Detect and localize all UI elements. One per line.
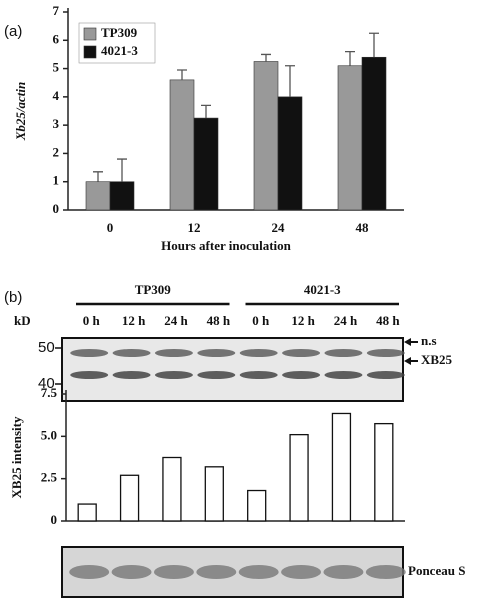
panel-label: (a) bbox=[4, 23, 22, 40]
blot-band bbox=[70, 371, 109, 379]
blot-band bbox=[324, 349, 363, 357]
marker-label: 50 bbox=[38, 339, 55, 356]
bar bbox=[361, 56, 387, 211]
bar bbox=[77, 503, 97, 522]
blot-band bbox=[366, 371, 405, 379]
stain-band bbox=[69, 565, 110, 579]
stain-band bbox=[323, 565, 364, 579]
lane-label: 48 h bbox=[207, 313, 231, 328]
bar bbox=[119, 474, 140, 522]
bar bbox=[109, 181, 135, 211]
error-bar bbox=[345, 50, 355, 66]
bar bbox=[331, 412, 352, 522]
stain-band bbox=[365, 565, 406, 579]
lane-label: 0 h bbox=[83, 313, 101, 328]
y-tick-label: 4 bbox=[53, 88, 60, 103]
lane-label: 0 h bbox=[252, 313, 270, 328]
error-bar bbox=[285, 65, 295, 97]
error-bar bbox=[93, 171, 103, 182]
blot-band bbox=[197, 349, 236, 357]
lane-label: 24 h bbox=[334, 313, 358, 328]
bar bbox=[374, 422, 394, 522]
lane-label: 12 h bbox=[291, 313, 315, 328]
blot-band bbox=[239, 371, 278, 379]
blot-band bbox=[324, 371, 363, 379]
bar bbox=[289, 433, 309, 522]
group-label: TP309 bbox=[135, 282, 172, 297]
blot-band bbox=[366, 349, 405, 357]
legend-label: 4021-3 bbox=[101, 43, 138, 58]
western-blot bbox=[61, 337, 404, 402]
bar bbox=[253, 61, 279, 211]
y-tick-label: 6 bbox=[53, 31, 60, 46]
error-bar bbox=[261, 53, 271, 62]
y-tick-label: 3 bbox=[53, 116, 60, 131]
blot-band bbox=[282, 349, 321, 357]
blot-band bbox=[154, 349, 193, 357]
band-arrow-head bbox=[404, 357, 411, 365]
y-axis-label: Xb25/actin bbox=[13, 82, 28, 142]
kd-label: kD bbox=[14, 313, 31, 328]
group-label: 4021-3 bbox=[304, 282, 341, 297]
blot-band bbox=[154, 371, 193, 379]
bar bbox=[247, 489, 267, 522]
band-label: n.s bbox=[421, 333, 437, 348]
y-tick-label: 7.5 bbox=[41, 385, 58, 400]
x-tick-label: 0 bbox=[107, 220, 114, 235]
x-axis-label: Hours after inoculation bbox=[161, 238, 292, 253]
lane-label: 24 h bbox=[164, 313, 188, 328]
bar bbox=[204, 466, 224, 522]
y-tick-label: 0 bbox=[51, 512, 58, 527]
error-bar bbox=[369, 32, 379, 58]
legend-label: TP309 bbox=[101, 25, 138, 40]
stain-label: Ponceau S bbox=[408, 563, 465, 578]
bar bbox=[337, 65, 363, 211]
stain-band bbox=[238, 565, 279, 579]
stain-band bbox=[196, 565, 237, 579]
y-tick-label: 1 bbox=[53, 173, 60, 188]
bar bbox=[169, 79, 195, 211]
panel-label: (b) bbox=[4, 289, 22, 306]
bar bbox=[193, 117, 219, 211]
y-tick-label: 7 bbox=[53, 3, 60, 18]
lane-label: 48 h bbox=[376, 313, 400, 328]
stain-band bbox=[111, 565, 152, 579]
stain-band bbox=[281, 565, 322, 579]
stain-band bbox=[153, 565, 194, 579]
bar bbox=[162, 456, 182, 522]
y-tick-label: 0 bbox=[53, 201, 60, 216]
x-tick-label: 12 bbox=[188, 220, 201, 235]
y-tick-label: 5 bbox=[53, 60, 60, 75]
y-tick-label: 5.0 bbox=[41, 427, 57, 442]
error-bar bbox=[117, 158, 127, 182]
legend-swatch bbox=[83, 27, 97, 41]
y-tick-label: 2.5 bbox=[41, 470, 58, 485]
marker-label: 40 bbox=[38, 375, 55, 392]
blot-band bbox=[112, 371, 151, 379]
legend-swatch bbox=[83, 45, 97, 59]
bar bbox=[85, 181, 111, 211]
bar bbox=[277, 96, 303, 211]
blot-band bbox=[282, 371, 321, 379]
blot-band bbox=[197, 371, 236, 379]
band-arrow-head bbox=[404, 338, 411, 346]
band-label: XB25 bbox=[421, 352, 453, 367]
error-bar bbox=[177, 69, 187, 80]
blot-band bbox=[70, 349, 109, 357]
y-tick-label: 2 bbox=[53, 144, 60, 159]
legend-box bbox=[78, 22, 156, 64]
lane-label: 12 h bbox=[122, 313, 146, 328]
x-tick-label: 48 bbox=[356, 220, 370, 235]
blot-band bbox=[112, 349, 151, 357]
blot-band bbox=[239, 349, 278, 357]
error-bar bbox=[201, 104, 211, 119]
y-axis-label: XB25 intensity bbox=[9, 416, 24, 498]
x-tick-label: 24 bbox=[272, 220, 286, 235]
